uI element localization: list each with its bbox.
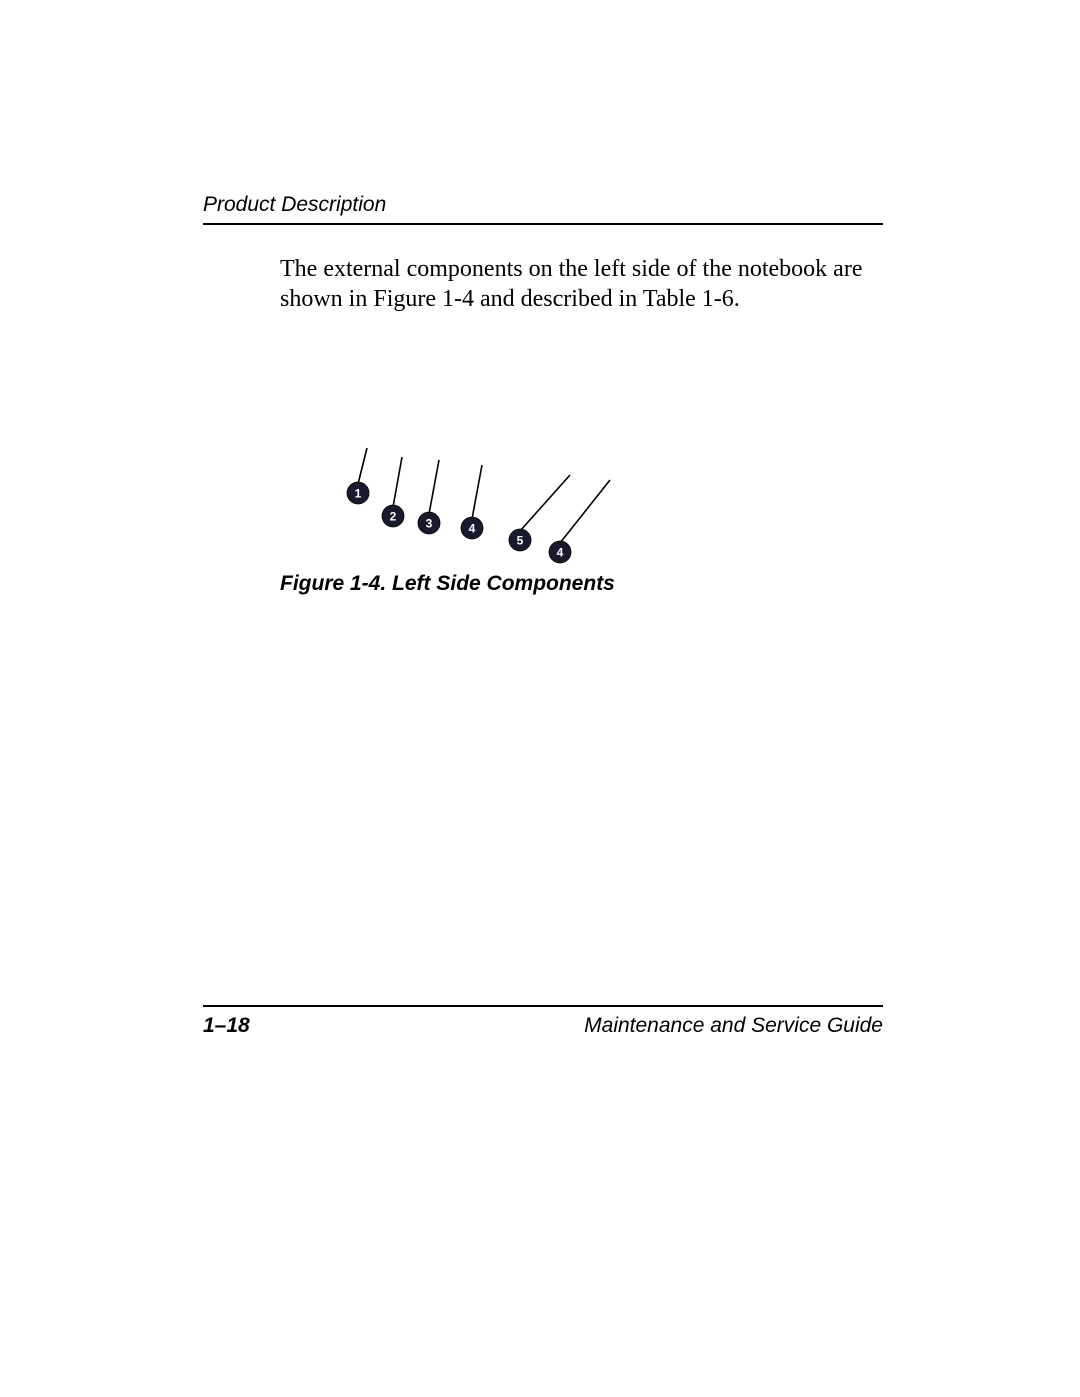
page-header: Product Description xyxy=(203,193,883,225)
page: Product Description The external compone… xyxy=(0,0,1080,1397)
section-title: Product Description xyxy=(203,193,883,223)
figure-caption: Figure 1-4. Left Side Components xyxy=(280,572,615,596)
page-number: 1–18 xyxy=(203,1014,250,1038)
callout-number: 2 xyxy=(390,510,397,524)
callout-leader xyxy=(358,448,367,484)
figure-laptop-left-side: COMPAQ xyxy=(280,310,880,565)
header-rule xyxy=(203,223,883,225)
callout-number: 1 xyxy=(355,487,362,501)
footer-rule xyxy=(203,1005,883,1007)
callout-number: 5 xyxy=(517,534,524,548)
callout-number: 4 xyxy=(469,522,476,536)
callout-number: 4 xyxy=(557,546,564,560)
laptop-illustration: COMPAQ xyxy=(280,310,880,565)
body-paragraph: The external components on the left side… xyxy=(280,254,880,314)
callout-number: 3 xyxy=(426,517,433,531)
footer-doc-title: Maintenance and Service Guide xyxy=(584,1014,883,1038)
